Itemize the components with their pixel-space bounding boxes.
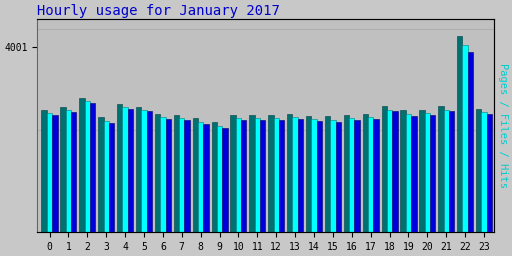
Bar: [317, 121, 322, 232]
Bar: [47, 113, 52, 232]
Bar: [98, 118, 103, 232]
Bar: [292, 118, 298, 232]
Bar: [146, 111, 152, 232]
Bar: [117, 104, 122, 232]
Bar: [41, 110, 47, 232]
Bar: [462, 45, 468, 232]
Bar: [71, 112, 76, 232]
Bar: [311, 119, 317, 232]
Bar: [179, 118, 184, 232]
Bar: [330, 120, 335, 232]
Bar: [109, 123, 114, 232]
Bar: [298, 119, 303, 232]
Bar: [325, 116, 330, 232]
Bar: [260, 120, 265, 232]
Bar: [249, 115, 254, 232]
Bar: [279, 120, 284, 232]
Bar: [84, 101, 90, 232]
Bar: [203, 124, 209, 232]
Bar: [419, 110, 425, 232]
Bar: [155, 114, 160, 232]
Bar: [222, 128, 227, 232]
Bar: [79, 98, 84, 232]
Bar: [425, 113, 430, 232]
Bar: [487, 114, 492, 232]
Bar: [438, 106, 443, 232]
Y-axis label: Pages / Files / Hits: Pages / Files / Hits: [498, 63, 508, 188]
Bar: [230, 115, 236, 232]
Bar: [373, 119, 379, 232]
Bar: [90, 103, 95, 232]
Bar: [165, 119, 171, 232]
Bar: [211, 122, 217, 232]
Bar: [354, 120, 360, 232]
Bar: [411, 115, 417, 232]
Bar: [349, 118, 354, 232]
Bar: [406, 114, 411, 232]
Bar: [160, 117, 165, 232]
Bar: [136, 107, 141, 232]
Bar: [128, 109, 133, 232]
Bar: [430, 115, 435, 232]
Bar: [306, 116, 311, 232]
Bar: [457, 36, 462, 232]
Bar: [236, 118, 241, 232]
Text: Hourly usage for January 2017: Hourly usage for January 2017: [37, 4, 280, 18]
Bar: [254, 118, 260, 232]
Bar: [184, 120, 190, 232]
Bar: [241, 120, 246, 232]
Bar: [52, 115, 57, 232]
Bar: [60, 107, 66, 232]
Bar: [381, 106, 387, 232]
Bar: [174, 115, 179, 232]
Bar: [193, 118, 198, 232]
Bar: [273, 118, 279, 232]
Bar: [449, 111, 454, 232]
Bar: [66, 110, 71, 232]
Bar: [268, 115, 273, 232]
Bar: [344, 115, 349, 232]
Bar: [481, 112, 487, 232]
Bar: [122, 107, 128, 232]
Bar: [362, 114, 368, 232]
Bar: [387, 110, 392, 232]
Bar: [335, 122, 341, 232]
Bar: [392, 111, 398, 232]
Bar: [141, 110, 146, 232]
Bar: [287, 114, 292, 232]
Bar: [198, 122, 203, 232]
Bar: [400, 110, 406, 232]
Bar: [476, 109, 481, 232]
Bar: [468, 52, 473, 232]
Bar: [443, 110, 449, 232]
Bar: [217, 126, 222, 232]
Bar: [103, 121, 109, 232]
Bar: [368, 117, 373, 232]
